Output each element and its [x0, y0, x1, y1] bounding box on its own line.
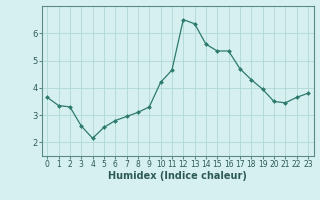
X-axis label: Humidex (Indice chaleur): Humidex (Indice chaleur) [108, 171, 247, 181]
